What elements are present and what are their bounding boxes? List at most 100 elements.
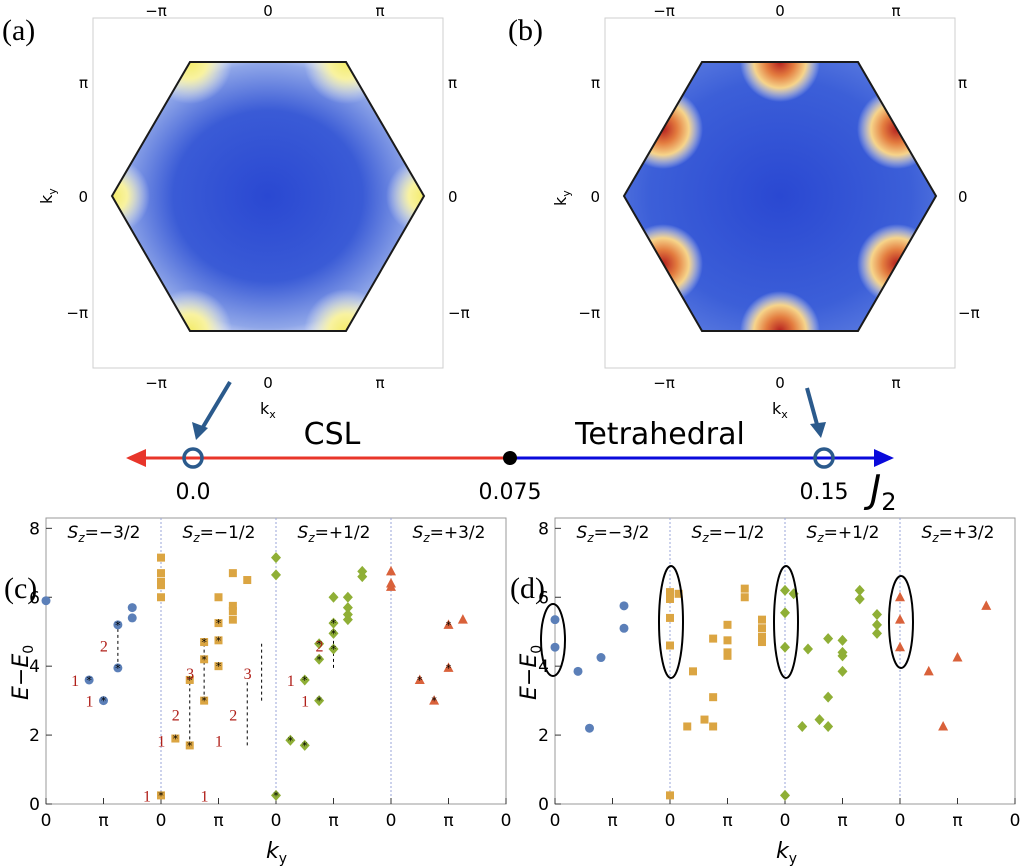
data-point bbox=[157, 553, 165, 562]
a-right-tick-3: −π bbox=[448, 304, 470, 322]
pointer-arrowhead-b bbox=[810, 422, 826, 438]
panel-d-dividers bbox=[669, 518, 901, 804]
data-point bbox=[171, 734, 180, 743]
y-tick-label: 0 bbox=[29, 795, 40, 815]
x-tick-label: π bbox=[952, 811, 962, 831]
data-point bbox=[127, 603, 137, 613]
data-point bbox=[200, 696, 209, 705]
peak-a-3 bbox=[386, 158, 424, 234]
data-point bbox=[780, 641, 790, 653]
data-point bbox=[214, 593, 223, 602]
x-tick-label: π bbox=[98, 811, 108, 831]
star-marker: * bbox=[273, 789, 279, 802]
data-point bbox=[683, 722, 692, 731]
data-point bbox=[314, 695, 325, 707]
data-point bbox=[823, 691, 834, 703]
data-point bbox=[837, 650, 848, 662]
data-point bbox=[214, 619, 223, 628]
data-point bbox=[758, 615, 766, 624]
x-tick-label: π bbox=[213, 811, 223, 831]
level-annotation: 3 bbox=[244, 666, 252, 683]
phase-marker-tetrahedral bbox=[813, 447, 835, 469]
a-left-tick-1: π bbox=[79, 74, 88, 92]
panel-a-frame bbox=[92, 17, 444, 369]
a-top-tick-2: 0 bbox=[263, 2, 273, 20]
data-point bbox=[895, 614, 905, 624]
x-tick-label: 0 bbox=[271, 811, 282, 831]
star-marker: * bbox=[431, 695, 437, 708]
data-point bbox=[666, 613, 674, 622]
data-point bbox=[666, 588, 674, 597]
data-point bbox=[127, 613, 137, 623]
y-tick-label: 6 bbox=[29, 588, 40, 608]
data-point bbox=[585, 723, 594, 733]
x-tick-label: 0 bbox=[156, 811, 167, 831]
a-top-tick-1: −π bbox=[145, 2, 167, 20]
b-top-tick-3: π bbox=[891, 2, 900, 20]
data-point bbox=[386, 565, 396, 576]
data-point bbox=[740, 584, 749, 593]
data-point bbox=[185, 741, 194, 750]
c-sector-4: Sz=+3/2 bbox=[413, 523, 486, 545]
phase-label-csl: CSL bbox=[304, 417, 361, 452]
c-sector-1: Sz=−3/2 bbox=[68, 523, 141, 545]
panel-d: 0 2 4 6 8 0 π 0 π 0 π 0 π 0 (d) E−E0 ky Sz=−3/2 Sz=−1… bbox=[510, 517, 1021, 867]
data-point bbox=[157, 569, 165, 578]
data-point bbox=[872, 619, 882, 631]
phase-tick-015: 0.15 bbox=[800, 480, 849, 505]
phase-tick-0: 0.0 bbox=[176, 480, 211, 505]
data-point bbox=[414, 674, 425, 684]
data-point bbox=[758, 632, 766, 641]
data-point bbox=[573, 666, 583, 676]
data-point bbox=[200, 638, 209, 647]
y-tick-label: 2 bbox=[29, 726, 40, 746]
star-marker: * bbox=[316, 638, 322, 651]
data-point bbox=[342, 602, 353, 614]
d-sector-3: Sz=+1/2 bbox=[807, 523, 880, 545]
star-marker: * bbox=[115, 619, 121, 632]
b-left-tick-2: 0 bbox=[590, 188, 600, 206]
y-tick-label: 8 bbox=[538, 519, 549, 539]
data-point bbox=[689, 667, 697, 676]
data-point bbox=[666, 641, 674, 650]
data-point bbox=[837, 634, 848, 646]
panel-d-points bbox=[550, 584, 992, 801]
star-marker: * bbox=[216, 634, 222, 647]
a-right-tick-2: 0 bbox=[448, 188, 458, 206]
x-tick-label: 0 bbox=[1010, 811, 1021, 831]
b-bottom-tick-3: π bbox=[891, 374, 900, 392]
b-bottom-tick-2: 0 bbox=[775, 374, 785, 392]
peak-a-6 bbox=[112, 158, 150, 234]
data-point bbox=[157, 581, 165, 590]
x-tick-label: 0 bbox=[550, 811, 561, 831]
star-marker: * bbox=[173, 733, 179, 746]
x-tick-label: 0 bbox=[41, 811, 52, 831]
phase-arrow-left bbox=[126, 449, 146, 467]
data-point bbox=[596, 653, 606, 663]
level-annotation: 2 bbox=[172, 707, 180, 724]
data-point bbox=[758, 624, 766, 633]
star-marker: * bbox=[288, 734, 294, 747]
panel-b-frame bbox=[604, 17, 956, 369]
data-point bbox=[823, 720, 834, 732]
panel-a: (a) −π 0 π −π 0 π π 0 −π π 0 −π kx ky bbox=[2, 2, 470, 421]
star-marker: * bbox=[446, 662, 452, 675]
panel-c-dashed-pairs bbox=[117, 624, 334, 746]
pointer-arrow-b bbox=[805, 387, 820, 429]
d-sector-1: Sz=−3/2 bbox=[577, 523, 650, 545]
level-annotation: 1 bbox=[215, 733, 223, 750]
data-point bbox=[157, 593, 165, 602]
y-tick-label: 4 bbox=[538, 657, 549, 677]
data-point bbox=[243, 576, 252, 585]
phase-arrow-right bbox=[874, 449, 894, 467]
level-annotation: 3 bbox=[186, 666, 194, 683]
level-annotation: 1 bbox=[287, 673, 295, 690]
pointer-arrowhead-a bbox=[192, 422, 208, 440]
phase-tick-0075: 0.075 bbox=[479, 480, 542, 505]
data-point bbox=[271, 789, 281, 801]
b-left-tick-1: π bbox=[591, 74, 600, 92]
data-point bbox=[271, 552, 281, 564]
star-marker: * bbox=[86, 674, 92, 687]
data-point bbox=[740, 593, 749, 602]
degeneracy-ellipse bbox=[888, 575, 914, 669]
